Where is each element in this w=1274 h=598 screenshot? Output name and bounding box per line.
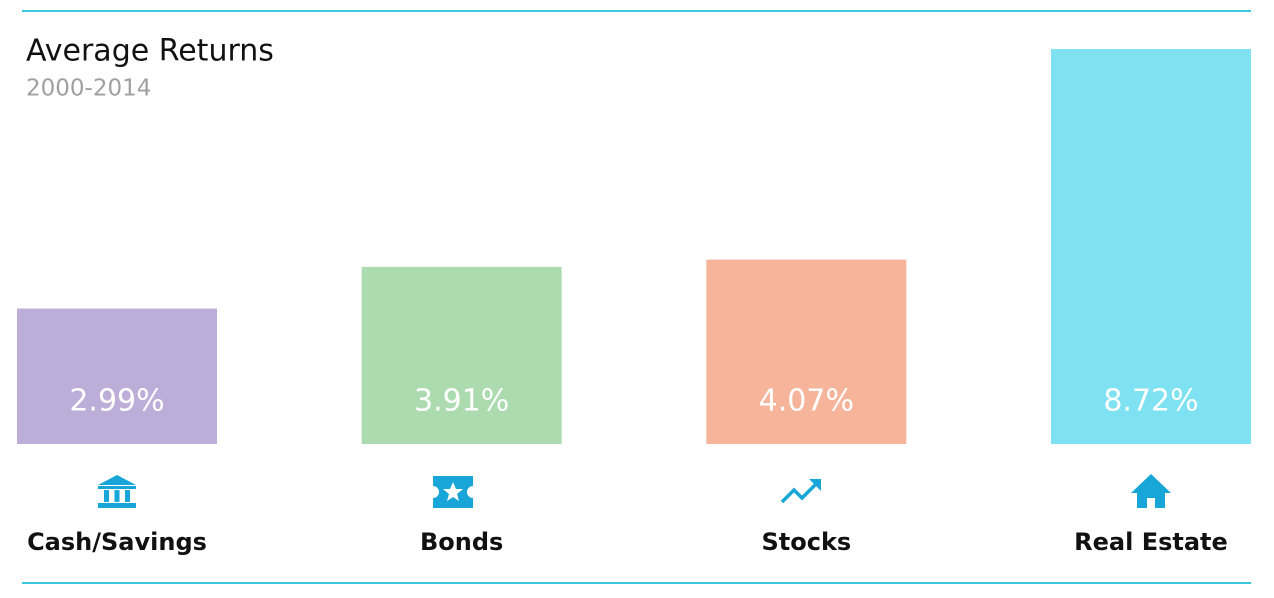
category-label: Bonds [420, 528, 503, 556]
value-label: 8.72% [1103, 384, 1198, 419]
chart-title: Average Returns [26, 34, 274, 69]
bar [361, 266, 562, 444]
category-label: Stocks [761, 528, 851, 556]
chart-subtitle: 2000-2014 [26, 76, 151, 102]
ticket-icon [433, 476, 473, 508]
bar [706, 259, 907, 444]
value-label: 2.99% [69, 384, 164, 419]
value-label: 3.91% [414, 384, 509, 419]
bar [1051, 49, 1251, 444]
category-label: Cash/Savings [27, 528, 207, 556]
trend-icon [780, 479, 821, 504]
house-icon [1131, 474, 1171, 508]
bank-icon [98, 475, 136, 508]
icons [98, 474, 1171, 508]
value-label: 4.07% [759, 384, 854, 419]
bar [17, 308, 217, 444]
category-label: Real Estate [1074, 528, 1228, 556]
